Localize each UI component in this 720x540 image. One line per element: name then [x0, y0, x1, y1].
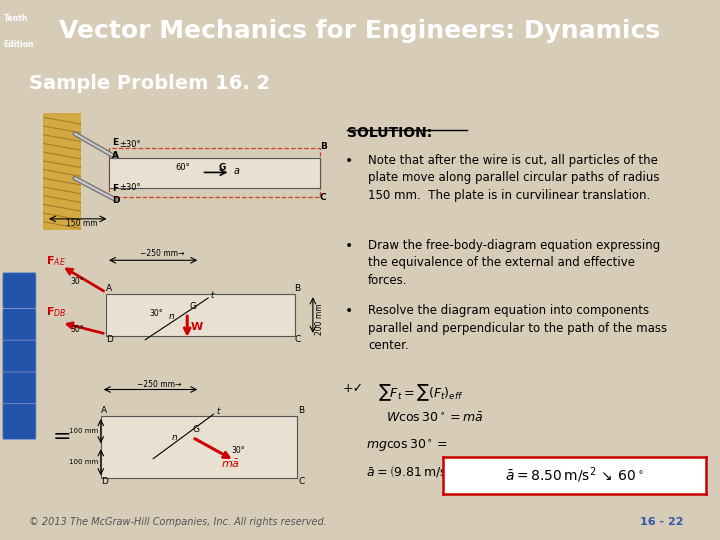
Bar — [101, 416, 297, 478]
Text: $m\bar{a}$: $m\bar{a}$ — [221, 457, 240, 470]
FancyBboxPatch shape — [3, 308, 36, 344]
Text: n: n — [171, 433, 177, 442]
Text: 100 mm: 100 mm — [69, 428, 99, 434]
Text: 100 mm: 100 mm — [69, 459, 99, 465]
Text: D: D — [112, 197, 120, 205]
Text: $\mathbf{F}_{AE}$: $\mathbf{F}_{AE}$ — [46, 254, 66, 268]
Text: Resolve the diagram equation into components
parallel and perpendicular to the p: Resolve the diagram equation into compon… — [368, 305, 667, 353]
Text: B: B — [299, 407, 305, 415]
Text: $W\cos 30^\circ = m\bar{a}$: $W\cos 30^\circ = m\bar{a}$ — [386, 411, 482, 425]
Text: 60°: 60° — [176, 163, 190, 172]
Text: B: B — [294, 285, 301, 293]
Text: W: W — [191, 322, 203, 332]
Text: n: n — [169, 312, 175, 321]
Bar — [109, 158, 320, 188]
Text: A: A — [106, 285, 112, 293]
FancyBboxPatch shape — [3, 340, 36, 376]
Text: •: • — [345, 239, 353, 253]
Text: E: E — [112, 138, 119, 147]
Text: −250 mm→: −250 mm→ — [140, 249, 184, 259]
Text: G: G — [190, 302, 197, 312]
Text: −250 mm→: −250 mm→ — [138, 380, 182, 389]
Text: 150 mm: 150 mm — [66, 219, 98, 228]
Text: 16 - 22: 16 - 22 — [641, 517, 684, 528]
Text: D: D — [101, 476, 108, 485]
Text: C: C — [294, 335, 301, 343]
FancyBboxPatch shape — [3, 372, 36, 408]
Bar — [109, 148, 320, 197]
Text: Sample Problem 16. 2: Sample Problem 16. 2 — [29, 74, 270, 93]
Text: B: B — [320, 142, 327, 151]
Text: •: • — [345, 305, 353, 319]
Text: $mg\cos 30^\circ =$: $mg\cos 30^\circ =$ — [366, 438, 449, 454]
Text: a: a — [233, 166, 239, 176]
Text: t: t — [216, 407, 220, 416]
Text: 200 mm: 200 mm — [315, 303, 325, 335]
Text: F: F — [112, 184, 119, 193]
Text: G: G — [219, 164, 226, 172]
Text: Note that after the wire is cut, all particles of the
plate move along parallel : Note that after the wire is cut, all par… — [368, 154, 660, 201]
Text: Draw the free-body-diagram equation expressing
the equivalence of the external a: Draw the free-body-diagram equation expr… — [368, 239, 660, 287]
FancyBboxPatch shape — [3, 273, 36, 308]
Text: +✓: +✓ — [343, 382, 364, 395]
Text: •: • — [345, 154, 353, 167]
Text: 30°: 30° — [71, 277, 84, 286]
Text: 30°: 30° — [71, 325, 84, 334]
Text: $\sum F_t = \sum(F_t)_{eff}$: $\sum F_t = \sum(F_t)_{eff}$ — [378, 382, 464, 402]
Text: A: A — [101, 407, 107, 415]
Bar — [43, 113, 81, 230]
Text: Vector Mechanics for Engineers: Dynamics: Vector Mechanics for Engineers: Dynamics — [60, 19, 660, 43]
Text: G: G — [192, 425, 199, 434]
Text: $\bar{a} = \left(9.81\,\mathrm{m/s}^2\right)\cos 30^\circ$: $\bar{a} = \left(9.81\,\mathrm{m/s}^2\ri… — [366, 463, 503, 481]
Text: C: C — [320, 192, 326, 201]
FancyBboxPatch shape — [3, 404, 36, 440]
Text: Edition: Edition — [4, 40, 34, 49]
Text: 30°: 30° — [232, 447, 246, 455]
Text: D: D — [106, 335, 113, 343]
Text: =: = — [53, 427, 71, 448]
Text: $\mathbf{F}_{DB}$: $\mathbf{F}_{DB}$ — [46, 305, 66, 319]
Text: A: A — [112, 151, 120, 160]
Text: 30°: 30° — [149, 309, 163, 318]
Bar — [106, 294, 294, 336]
Text: © 2013 The McGraw-Hill Companies, Inc. All rights reserved.: © 2013 The McGraw-Hill Companies, Inc. A… — [29, 517, 327, 528]
Text: ±30°: ±30° — [120, 140, 141, 149]
Text: $\bar{a} = 8.50\,\mathrm{m/s}^2\,\searrow\,60^\circ$: $\bar{a} = 8.50\,\mathrm{m/s}^2\,\searro… — [505, 465, 644, 485]
Text: ±30°: ±30° — [120, 183, 141, 192]
Text: SOLUTION:: SOLUTION: — [347, 126, 432, 140]
Text: Tenth: Tenth — [4, 14, 28, 23]
Text: C: C — [299, 476, 305, 485]
Text: t: t — [211, 291, 214, 300]
